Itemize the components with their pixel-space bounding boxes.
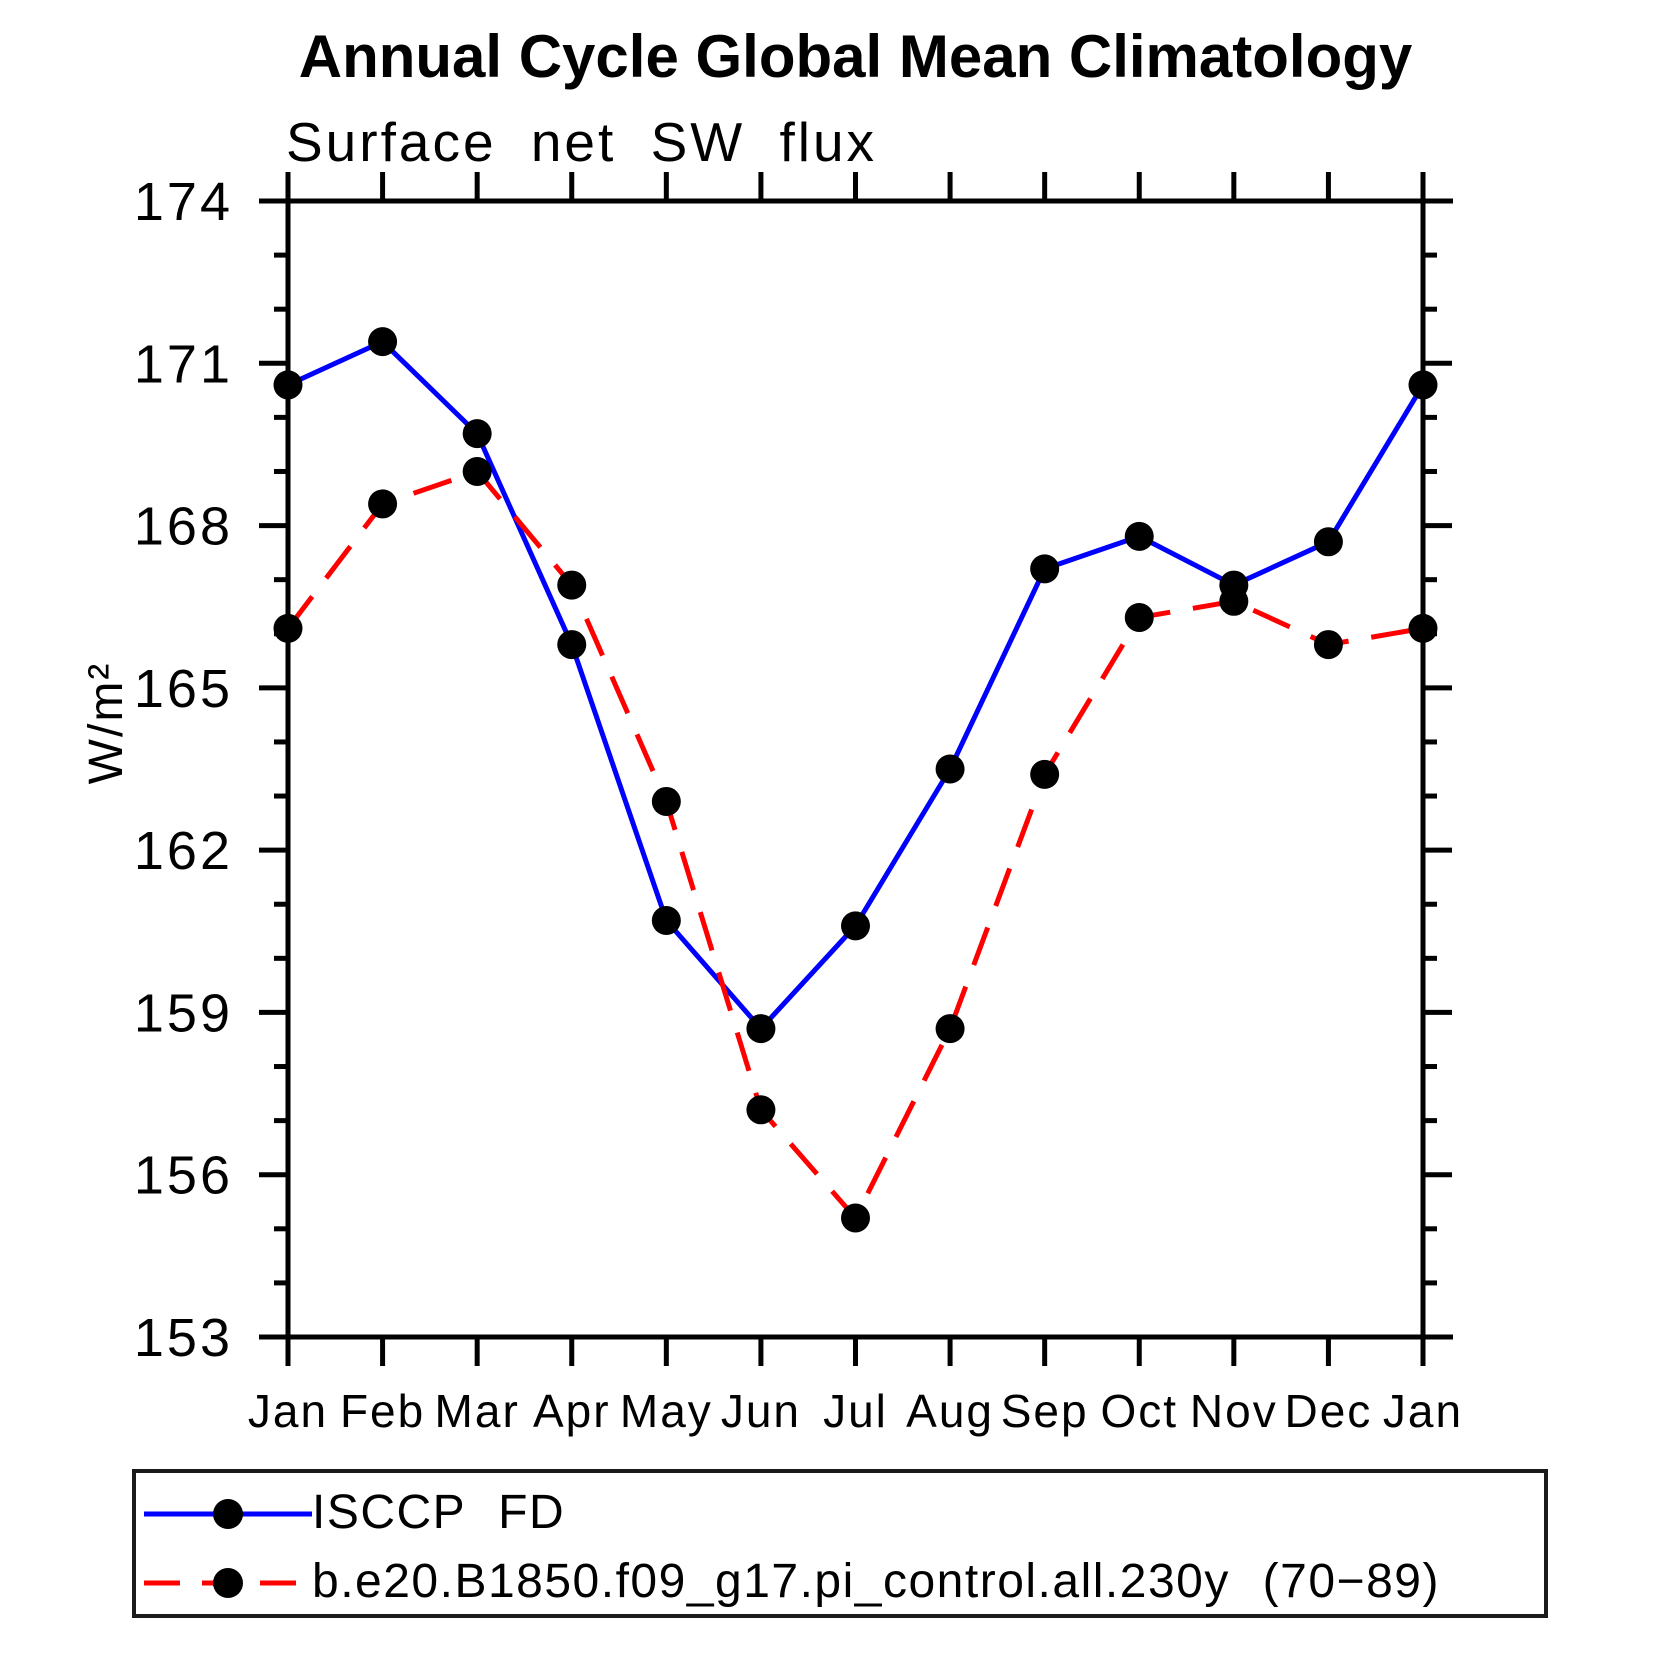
data-point-marker (557, 630, 587, 660)
data-point-marker (935, 1014, 965, 1044)
x-tick-label: Apr (533, 1385, 611, 1437)
data-point-marker (1408, 370, 1438, 400)
x-tick-label: Sep (1001, 1385, 1089, 1437)
x-tick-label: Feb (340, 1385, 425, 1437)
y-tick-label: 162 (134, 821, 233, 881)
y-tick-label: 165 (134, 659, 233, 719)
data-point-marker (462, 456, 492, 486)
data-point-marker (1219, 586, 1249, 616)
legend-label-model: b.e20.B1850.f09_g17.pi_control.all.230y … (312, 1555, 1440, 1608)
data-point-marker (746, 1095, 776, 1125)
chart-title: Annual Cycle Global Mean Climatology (298, 23, 1413, 90)
y-tick-label: 171 (134, 334, 233, 394)
data-point-marker (651, 905, 681, 935)
x-tick-label: Jan (248, 1385, 328, 1437)
x-tick-label: Dec (1285, 1385, 1373, 1437)
y-axis-ticks: 153 156 159 162 165 168 171 174 (134, 172, 1452, 1368)
data-point-marker (1124, 603, 1154, 633)
x-tick-label: Jul (823, 1385, 888, 1437)
legend-sample-line-model (144, 1568, 312, 1598)
data-point-marker (1408, 613, 1438, 643)
x-tick-label: Oct (1100, 1385, 1178, 1437)
x-tick-label: Nov (1190, 1385, 1278, 1437)
legend-marker-icon (213, 1568, 243, 1598)
y-tick-label: 159 (134, 983, 233, 1043)
legend: ISCCP FD b.e20.B1850.f09_g17.pi_control.… (132, 1469, 1548, 1618)
x-tick-label: Mar (435, 1385, 520, 1437)
data-point-marker (462, 419, 492, 449)
y-tick-label: 174 (134, 172, 233, 232)
x-tick-label: Aug (906, 1385, 994, 1437)
data-point-marker (1124, 521, 1154, 551)
data-point-marker (651, 786, 681, 816)
axes-frame (259, 198, 1453, 1340)
x-tick-label: May (620, 1385, 713, 1437)
x-tick-label: Jan (1383, 1385, 1463, 1437)
legend-label-isccp: ISCCP FD (312, 1486, 566, 1539)
data-point-marker (935, 754, 965, 784)
data-point-marker (841, 911, 870, 941)
y-tick-label: 168 (134, 497, 233, 557)
data-point-marker (746, 1014, 776, 1044)
data-point-marker (1030, 554, 1060, 584)
data-point-marker (368, 327, 398, 357)
data-point-marker (273, 370, 303, 400)
legend-sample-line-isccp (144, 1499, 312, 1529)
data-point-marker (557, 570, 587, 600)
x-axis-ticks: Jan Feb Mar Apr May Jun Jul Aug Sep Oct Nov Dec Jan (248, 172, 1463, 1437)
legend-marker-icon (213, 1499, 243, 1529)
chart-subtitle: Surface net SW flux (286, 111, 878, 173)
series-0 (273, 327, 1438, 1044)
data-point-marker (273, 613, 303, 643)
data-point-marker (1313, 527, 1343, 557)
x-tick-label: Jun (721, 1385, 801, 1437)
y-tick-label: 156 (134, 1146, 233, 1206)
data-point-marker (1030, 759, 1060, 789)
y-tick-label: 153 (134, 1308, 233, 1368)
data-point-marker (368, 489, 398, 519)
data-point-marker (1313, 630, 1343, 660)
series-line-1 (286, 468, 1424, 1221)
data-point-marker (841, 1203, 870, 1233)
series-1 (273, 456, 1438, 1233)
